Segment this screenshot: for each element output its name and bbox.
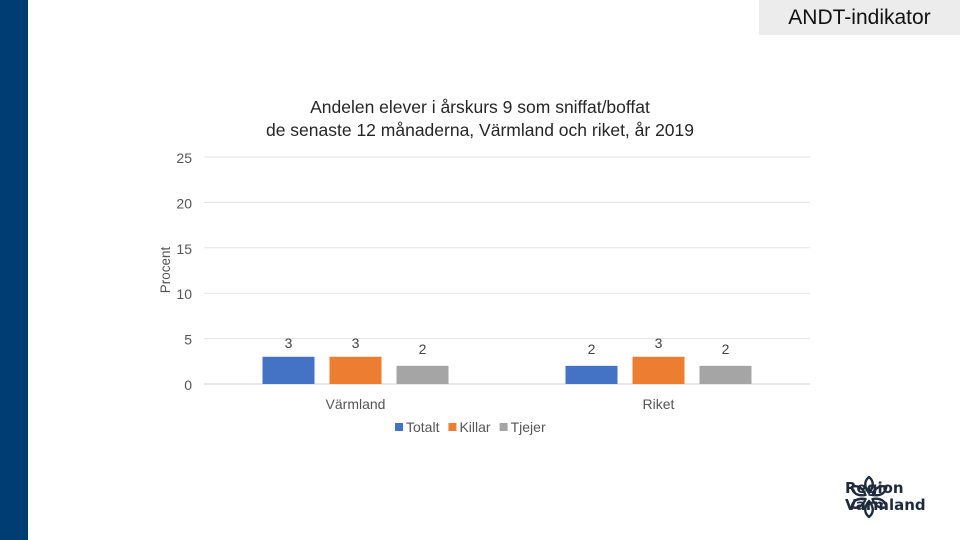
y-tick-label: 5 [184, 332, 192, 348]
data-label: 2 [588, 341, 596, 357]
bar-killar [329, 356, 382, 384]
data-label: 2 [419, 341, 427, 357]
y-tick-label: 0 [184, 377, 192, 393]
legend-swatch-tjejer [499, 423, 508, 431]
y-axis-label: Procent [158, 246, 173, 293]
bar-killar [632, 356, 685, 384]
bar-tjejer [396, 365, 449, 384]
data-label: 2 [722, 341, 730, 357]
chart-title-line-1: Andelen elever i årskurs 9 som sniffat/b… [310, 97, 650, 117]
legend-label-totalt: Totalt [406, 419, 440, 435]
chart-title: Andelen elever i årskurs 9 som sniffat/b… [180, 96, 780, 142]
y-tick-label: 15 [176, 241, 192, 257]
snowflake-flower-icon [850, 475, 888, 519]
bar-tjejer [699, 365, 752, 384]
left-sidebar-band [0, 0, 28, 540]
region-varmland-logo: Region Värmland [845, 480, 926, 514]
legend-label-tjejer: Tjejer [511, 419, 546, 435]
x-category-label: Riket [643, 396, 675, 412]
legend-label-killar: Killar [459, 419, 490, 435]
logo-line-2: Värmland [845, 496, 926, 514]
y-tick-label: 10 [176, 286, 192, 302]
data-label: 3 [352, 335, 360, 351]
chart-title-line-2: de senaste 12 månaderna, Värmland och ri… [265, 120, 695, 140]
data-label: 3 [285, 335, 293, 351]
x-category-label: Värmland [326, 396, 386, 412]
y-tick-label: 25 [176, 150, 192, 166]
indicator-badge: ANDT-indikator [759, 0, 960, 35]
legend-swatch-killar [448, 423, 457, 431]
data-label: 3 [655, 335, 663, 351]
y-tick-label: 20 [176, 195, 192, 211]
bar-totalt [565, 365, 618, 384]
bar-totalt [262, 356, 315, 384]
logo-line-1: Region [845, 479, 904, 497]
legend-swatch-totalt [395, 423, 403, 431]
